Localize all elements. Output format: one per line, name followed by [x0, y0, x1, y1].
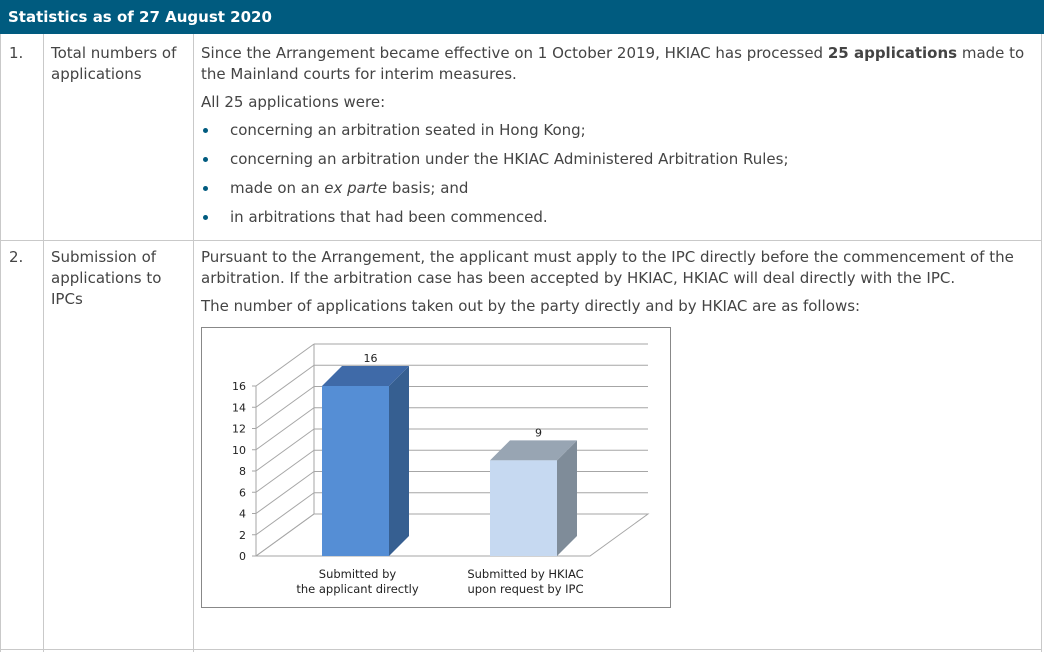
- row-1-intro: Since the Arrangement became effective o…: [201, 44, 1025, 83]
- bar: [322, 386, 389, 556]
- column-divider-2: [193, 34, 194, 652]
- chart-gridline-side: [255, 364, 315, 408]
- chart-y-tick-label: 8: [239, 465, 246, 478]
- row-1-content: Since the Arrangement became effective o…: [201, 43, 1031, 232]
- column-divider-1: [43, 34, 44, 652]
- list-item: in arbitrations that had been commenced.: [201, 203, 1031, 232]
- statistics-header: Statistics as of 27 August 2020: [0, 0, 1044, 34]
- chart-y-tick-label: 2: [239, 529, 246, 542]
- row-2-paragraph-2: The number of applications taken out by …: [201, 297, 861, 315]
- category-label: upon request by IPC: [467, 582, 583, 596]
- bar-side: [557, 440, 577, 556]
- row-2-label: Submission of applications to IPCs: [51, 248, 162, 308]
- chart-y-tick-label: 4: [239, 508, 246, 521]
- row-1-number: 1.: [9, 44, 24, 62]
- row-divider: [0, 240, 1042, 241]
- chart-gridline-side: [255, 471, 315, 514]
- bullet-icon: [203, 215, 208, 220]
- bar-top: [322, 366, 409, 386]
- list-item: concerning an arbitration seated in Hong…: [201, 116, 1031, 145]
- chart-floor: [254, 513, 650, 557]
- category-label: the applicant directly: [296, 582, 418, 596]
- bar-top: [490, 440, 577, 461]
- chart-y-tick-label: 12: [232, 423, 246, 436]
- chart-y-tick-label: 14: [232, 401, 246, 414]
- chart-gridline-side: [255, 492, 315, 536]
- chart-gridline-side: [255, 386, 315, 429]
- chart-y-tick-label: 0: [239, 550, 246, 563]
- bar-side: [389, 366, 409, 556]
- category-label: Submitted by HKIAC: [467, 567, 583, 581]
- bullet-icon: [203, 157, 208, 162]
- table-border-left: [0, 34, 1, 652]
- bar-data-label: 9: [535, 426, 542, 439]
- bullet-icon: [203, 128, 208, 133]
- bullet-icon: [203, 186, 208, 191]
- chart-gridline-side: [255, 513, 315, 557]
- row-2-number: 2.: [9, 248, 24, 266]
- applications-chart: 0 2 4 6 8 10 12 14 16 16 Submitted by the applicant…: [201, 327, 671, 608]
- chart-gridline-side: [255, 428, 315, 472]
- bar-data-label: 16: [364, 352, 378, 365]
- chart-gridline-side: [255, 343, 315, 387]
- list-item: made on an ex parte basis; and: [201, 174, 1031, 203]
- category-label: Submitted by: [319, 567, 397, 581]
- chart-y-tick-label: 10: [232, 444, 246, 457]
- chart-y-tick-label: 16: [232, 380, 246, 393]
- chart-gridline-side: [255, 407, 315, 451]
- chart-gridline-side: [255, 449, 315, 493]
- table-border-bottom: [0, 649, 1042, 650]
- row-1-bullet-list: concerning an arbitration seated in Hong…: [201, 116, 1031, 232]
- bar: [490, 460, 557, 556]
- row-2-paragraph-1: Pursuant to the Arrangement, the applica…: [201, 248, 1014, 287]
- row-2-content: Pursuant to the Arrangement, the applica…: [201, 247, 1031, 317]
- applications-count: 25 applications: [827, 44, 958, 62]
- chart-y-tick-label: 6: [239, 486, 246, 499]
- table-border-right: [1041, 34, 1042, 652]
- row-1-list-intro: All 25 applications were:: [201, 93, 386, 111]
- row-1-label: Total numbers of applications: [51, 44, 177, 83]
- list-item: concerning an arbitration under the HKIA…: [201, 145, 1031, 174]
